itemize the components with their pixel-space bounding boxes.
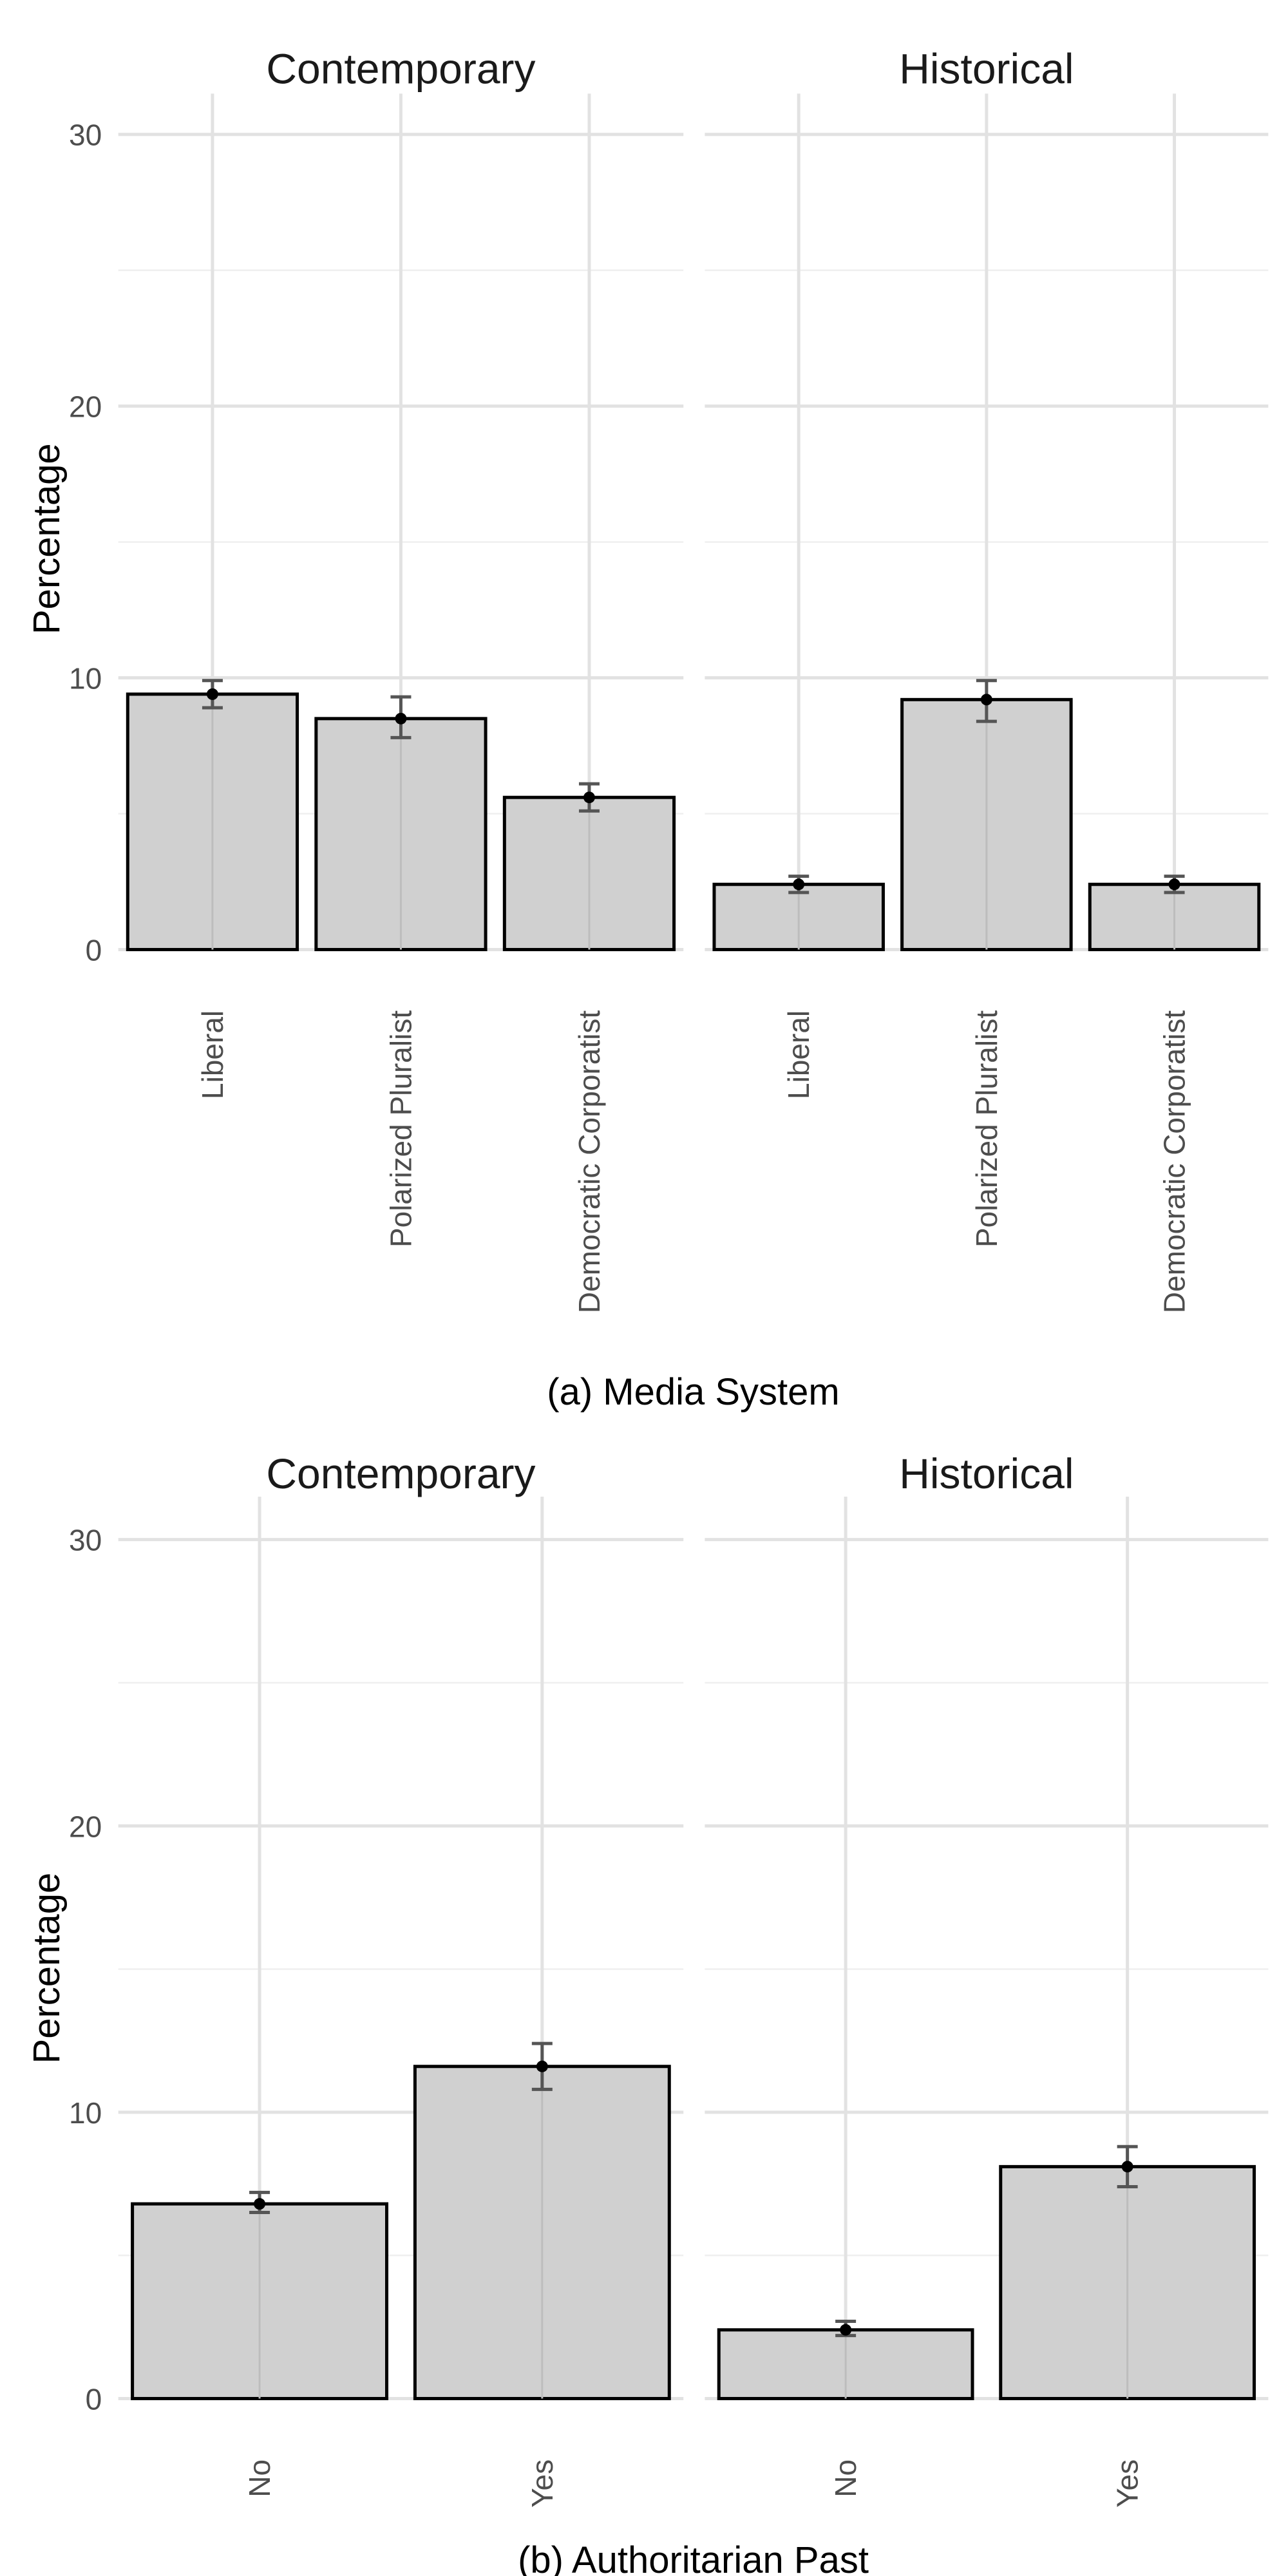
chart-caption: (b) Authoritarian Past <box>518 2539 869 2576</box>
x-tick-label: Democratic Corporatist <box>1158 1010 1191 1314</box>
y-tick-label: 10 <box>69 662 102 696</box>
data-point <box>206 688 218 700</box>
data-point <box>1168 878 1180 891</box>
data-point <box>793 878 805 891</box>
panel-title: Contemporary <box>266 1450 535 1497</box>
chart-caption: (a) Media System <box>547 1371 839 1413</box>
y-axis-title: Percentage <box>26 443 68 634</box>
y-tick-label: 0 <box>86 2382 102 2416</box>
y-tick-label: 20 <box>69 390 102 424</box>
y-tick-label: 0 <box>86 933 102 967</box>
x-tick-label: Liberal <box>782 1010 815 1099</box>
x-tick-label: Democratic Corporatist <box>573 1010 606 1314</box>
panel-title: Historical <box>899 45 1074 93</box>
y-tick-label: 10 <box>69 2096 102 2130</box>
x-tick-label: Polarized Pluralist <box>970 1010 1003 1247</box>
x-tick-label: Liberal <box>196 1010 229 1099</box>
data-point <box>840 2324 852 2336</box>
x-tick-label: No <box>243 2459 276 2497</box>
data-point <box>980 694 992 706</box>
x-tick-label: No <box>829 2459 862 2497</box>
y-tick-label: 30 <box>69 1524 102 1557</box>
y-axis-title: Percentage <box>26 1873 68 2064</box>
panel-title: Historical <box>899 1450 1074 1497</box>
x-tick-label: Yes <box>1111 2459 1144 2508</box>
x-tick-label: Polarized Pluralist <box>384 1010 417 1247</box>
data-point <box>254 2198 266 2210</box>
panel-title: Contemporary <box>266 45 535 93</box>
data-point <box>395 712 407 724</box>
y-tick-label: 20 <box>69 1810 102 1843</box>
data-point <box>536 2060 548 2072</box>
data-point <box>1121 2161 1133 2173</box>
y-tick-label: 30 <box>69 118 102 152</box>
data-point <box>583 791 595 804</box>
x-tick-label: Yes <box>526 2459 559 2508</box>
